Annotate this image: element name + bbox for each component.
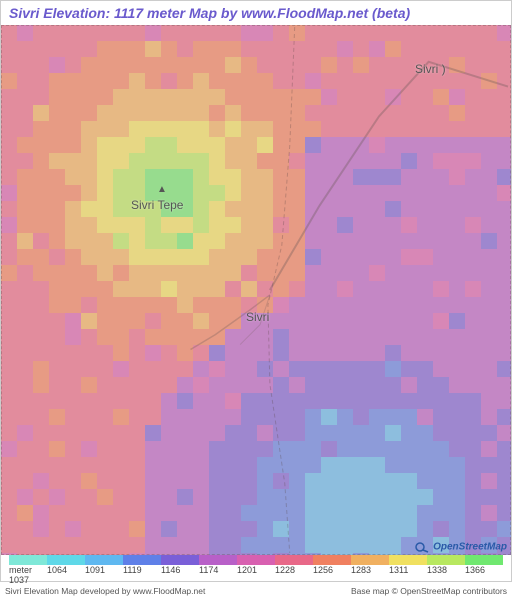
- legend-unit: meter 1037: [9, 565, 47, 585]
- legend-segment: [237, 555, 275, 565]
- osm-logo: OpenStreetMap: [414, 541, 507, 553]
- legend-segment: [351, 555, 389, 565]
- legend-value: 1338: [427, 565, 465, 585]
- footer: Sivri Elevation Map developed by www.Flo…: [1, 586, 511, 596]
- legend-segment: [9, 555, 47, 565]
- map-area[interactable]: Sivri Tepe▲SivriSivri ) OpenStreetMap: [1, 25, 511, 555]
- page-title: Sivri Elevation: 1117 meter Map by www.F…: [1, 1, 511, 25]
- footer-left: Sivri Elevation Map developed by www.Flo…: [5, 586, 205, 596]
- legend-segment: [85, 555, 123, 565]
- logo-text: OpenStreetMap: [433, 542, 507, 553]
- legend-segment: [161, 555, 199, 565]
- legend-value: 1091: [85, 565, 123, 585]
- legend-segment: [123, 555, 161, 565]
- legend-value: 1366: [465, 565, 503, 585]
- legend-segment: [389, 555, 427, 565]
- root: Sivri Elevation: 1117 meter Map by www.F…: [0, 0, 512, 582]
- legend-value: 1119: [123, 565, 161, 585]
- legend-value: 1283: [351, 565, 389, 585]
- legend: meter 1037106410911119114611741201122812…: [1, 555, 511, 585]
- legend-bar: [1, 555, 511, 565]
- legend-value: 1311: [389, 565, 427, 585]
- legend-value: 1201: [237, 565, 275, 585]
- legend-segment: [465, 555, 503, 565]
- legend-value: 1174: [199, 565, 237, 585]
- legend-value: 1146: [161, 565, 199, 585]
- legend-segment: [47, 555, 85, 565]
- legend-segment: [275, 555, 313, 565]
- legend-labels: meter 1037106410911119114611741201122812…: [1, 565, 511, 585]
- legend-value: 1256: [313, 565, 351, 585]
- legend-segment: [199, 555, 237, 565]
- legend-value: 1064: [47, 565, 85, 585]
- legend-segment: [427, 555, 465, 565]
- magnifier-icon: [414, 541, 430, 553]
- footer-right: Base map © OpenStreetMap contributors: [351, 586, 507, 596]
- legend-value: 1228: [275, 565, 313, 585]
- legend-segment: [313, 555, 351, 565]
- road-lines: [1, 25, 511, 555]
